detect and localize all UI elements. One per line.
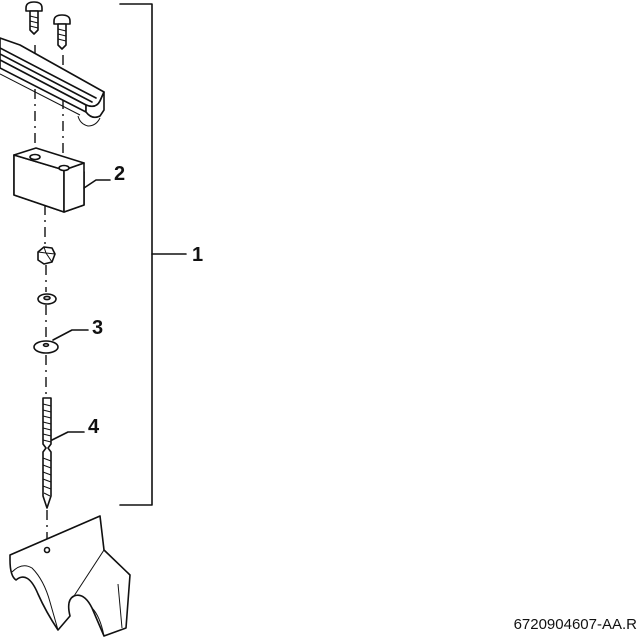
leader-lines [51,179,111,441]
callout-1: 1 [192,244,203,266]
assembly-bracket [119,3,187,506]
screw-left [25,1,43,35]
hex-nut [37,246,56,265]
hanger-bolt [42,397,52,509]
callout-4: 4 [88,416,100,438]
roof-tile [9,515,131,637]
callout-3: 3 [92,317,103,339]
spacer-block [13,147,85,213]
callout-2: 2 [114,163,125,185]
drawing-reference: 6720904607-AA.R [514,616,638,633]
large-washer [33,340,59,354]
small-washer [37,293,57,305]
mounting-rail [0,37,105,127]
screw-right [53,14,71,50]
